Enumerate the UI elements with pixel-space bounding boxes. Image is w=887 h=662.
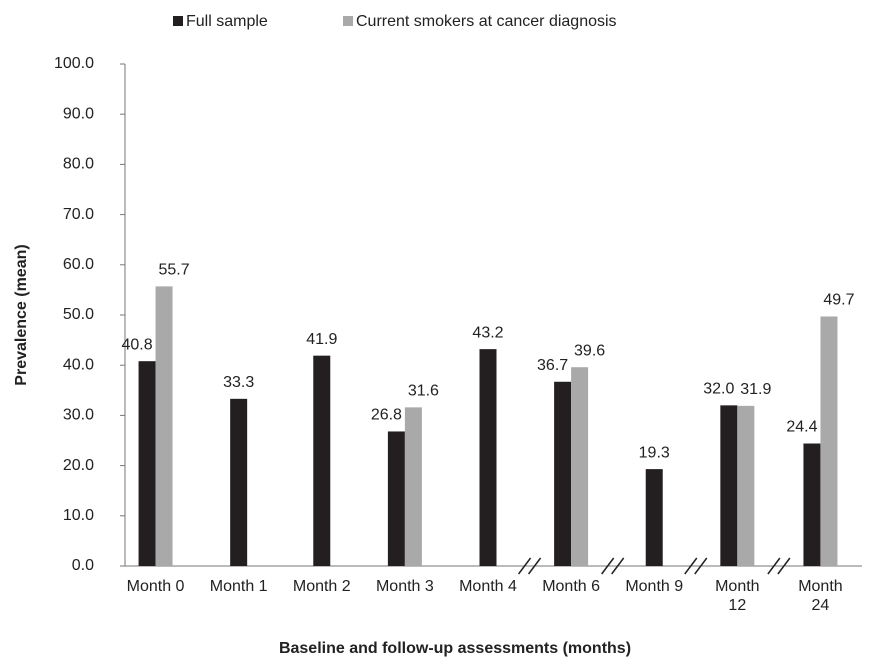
value-label: 19.3 — [639, 444, 670, 461]
x-tick-label: Month 2 — [292, 578, 351, 595]
value-label: 39.6 — [574, 342, 605, 359]
x-axis-title: Baseline and follow-up assessments (mont… — [279, 640, 631, 657]
y-tick-label: 0.0 — [72, 557, 94, 574]
value-label: 36.7 — [537, 357, 568, 374]
bar — [387, 431, 405, 566]
value-label: 40.8 — [121, 336, 152, 353]
legend-label: Full sample — [186, 13, 268, 30]
x-tick-label: Month 0 — [126, 578, 185, 595]
value-label: 32.0 — [703, 381, 734, 398]
x-tick-label: Month 4 — [459, 578, 517, 595]
value-label: 31.6 — [408, 383, 439, 400]
value-label: 24.4 — [786, 419, 817, 436]
axis-break — [767, 557, 781, 575]
x-tick-label: Month 3 — [375, 578, 434, 595]
bar — [571, 367, 589, 566]
axis-break — [601, 557, 615, 575]
bar — [645, 469, 663, 566]
value-label: 43.2 — [472, 324, 503, 341]
y-tick-label: 70.0 — [63, 206, 94, 223]
value-label: 33.3 — [223, 374, 254, 391]
bar — [820, 316, 838, 566]
value-label: 55.7 — [158, 262, 189, 279]
legend-swatch — [343, 16, 353, 26]
bar — [230, 398, 248, 566]
y-axis-title: Prevalence (mean) — [13, 244, 30, 385]
y-tick-label: 50.0 — [63, 306, 94, 323]
bar — [138, 361, 156, 566]
legend-swatch — [173, 16, 183, 26]
y-tick-label: 60.0 — [63, 256, 94, 273]
y-tick-label: 10.0 — [63, 507, 94, 524]
axis-break — [684, 557, 698, 575]
x-tick-label: Month 6 — [542, 578, 601, 595]
legend-label: Current smokers at cancer diagnosis — [356, 13, 617, 30]
value-label: 31.9 — [740, 381, 771, 398]
axis-break — [611, 557, 625, 575]
bar — [803, 443, 821, 566]
x-tick-label: Month 9 — [625, 578, 684, 595]
y-tick-label: 90.0 — [63, 105, 94, 122]
bar — [404, 407, 422, 566]
y-tick-label: 20.0 — [63, 457, 94, 474]
axis-break — [777, 557, 791, 575]
y-tick-label: 100.0 — [54, 55, 94, 72]
value-label: 41.9 — [306, 331, 337, 348]
axis-break — [517, 557, 532, 575]
axis-break — [527, 557, 542, 575]
y-tick-label: 30.0 — [63, 407, 94, 424]
bar — [554, 381, 572, 566]
value-label: 26.8 — [371, 407, 402, 424]
axis-break — [694, 557, 708, 575]
x-tick-label: Month 12 — [715, 578, 760, 614]
x-tick-label: Month 24 — [798, 578, 843, 614]
bar — [155, 286, 173, 566]
bar — [479, 349, 497, 566]
y-tick-label: 40.0 — [63, 356, 94, 373]
value-label: 49.7 — [823, 292, 854, 309]
y-tick-label: 80.0 — [63, 156, 94, 173]
bar — [313, 355, 331, 566]
bar — [737, 405, 755, 566]
bar — [720, 405, 738, 566]
x-tick-label: Month 1 — [209, 578, 268, 595]
